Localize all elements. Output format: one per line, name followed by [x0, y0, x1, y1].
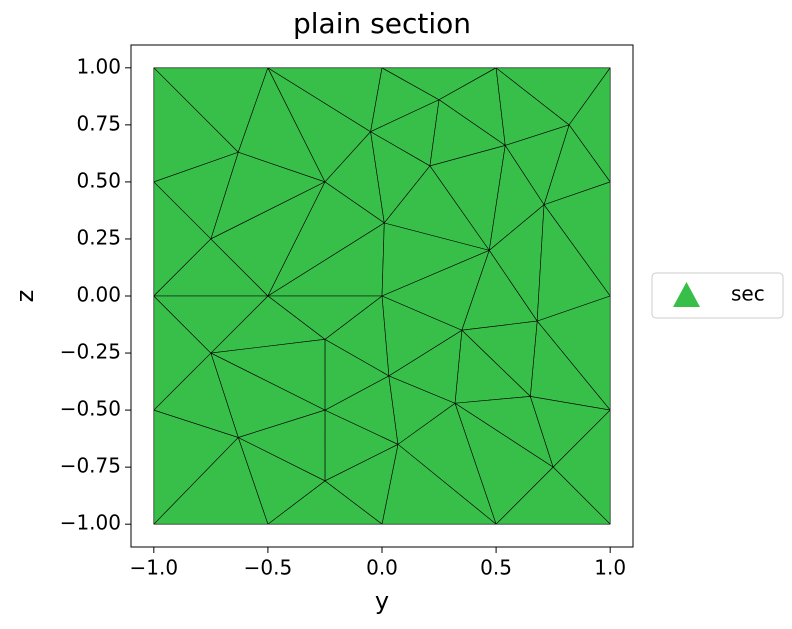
x-tick-label: 1.0: [594, 556, 626, 580]
chart-title: plain section: [293, 7, 471, 40]
mesh-triangle: [153, 295, 269, 354]
x-axis-label: y: [375, 587, 389, 615]
legend-label: sec: [731, 282, 765, 306]
x-tick-label: 0.0: [366, 556, 398, 580]
y-tick-label: −0.50: [60, 397, 121, 421]
y-tick-label: 1.00: [76, 54, 121, 78]
y-tick-label: −0.25: [60, 340, 121, 364]
x-tick-label: −1.0: [130, 556, 179, 580]
y-tick-label: −1.00: [60, 511, 121, 535]
x-tick-label: 0.5: [480, 556, 512, 580]
y-axis-label: z: [11, 290, 39, 303]
legend: sec: [651, 272, 784, 319]
y-tick-label: 0.75: [76, 111, 121, 135]
y-tick-label: −0.75: [60, 454, 121, 478]
x-tick-label: −0.5: [244, 556, 293, 580]
y-tick-label: 0.00: [76, 283, 121, 307]
y-tick-label: 0.25: [76, 225, 121, 249]
mesh-triangle: [495, 466, 611, 525]
y-tick-label: 0.50: [76, 168, 121, 192]
legend-marker: [673, 282, 700, 307]
